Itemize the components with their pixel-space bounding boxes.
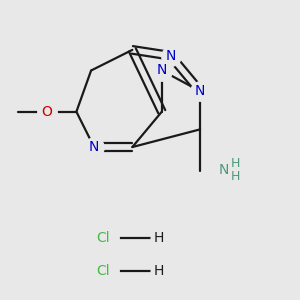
Text: H: H xyxy=(154,231,164,245)
Text: N: N xyxy=(89,140,99,154)
Text: N: N xyxy=(195,84,205,98)
Text: Cl: Cl xyxy=(96,264,110,278)
Text: N: N xyxy=(218,163,229,177)
Text: N: N xyxy=(157,64,167,77)
Text: N: N xyxy=(165,49,176,63)
Text: H: H xyxy=(231,170,240,183)
Text: H: H xyxy=(231,157,240,170)
Text: O: O xyxy=(41,105,52,119)
Text: Cl: Cl xyxy=(96,231,110,245)
Text: H: H xyxy=(154,264,164,278)
